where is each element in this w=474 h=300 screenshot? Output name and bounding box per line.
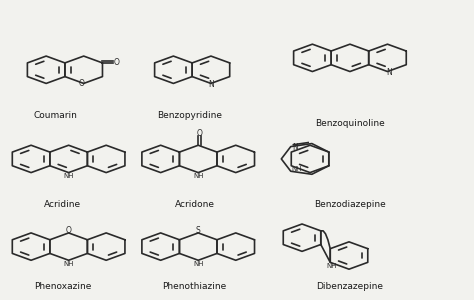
Text: NH: NH	[64, 173, 74, 179]
Text: N: N	[208, 80, 214, 89]
Text: Dibenzazepine: Dibenzazepine	[317, 282, 383, 291]
Text: Acridine: Acridine	[44, 200, 81, 209]
Text: Phenoxazine: Phenoxazine	[34, 282, 91, 291]
Text: Phenothiazine: Phenothiazine	[163, 282, 227, 291]
Text: NH: NH	[64, 261, 74, 267]
Text: NH: NH	[193, 261, 203, 267]
Text: Benzodiazepine: Benzodiazepine	[314, 200, 386, 209]
Text: Benzopyridine: Benzopyridine	[157, 111, 222, 120]
Text: O: O	[78, 79, 84, 88]
Text: S: S	[196, 226, 201, 235]
Text: NH: NH	[291, 167, 301, 172]
Text: Benzoquinoline: Benzoquinoline	[315, 119, 385, 128]
Text: NH: NH	[193, 173, 203, 179]
Text: O: O	[196, 129, 202, 138]
Text: N: N	[292, 143, 298, 152]
Text: O: O	[114, 58, 119, 67]
Text: Coumarin: Coumarin	[34, 111, 78, 120]
Text: Acridone: Acridone	[174, 200, 215, 209]
Text: NH: NH	[327, 263, 337, 269]
Text: O: O	[66, 226, 72, 235]
Text: N: N	[386, 68, 392, 77]
